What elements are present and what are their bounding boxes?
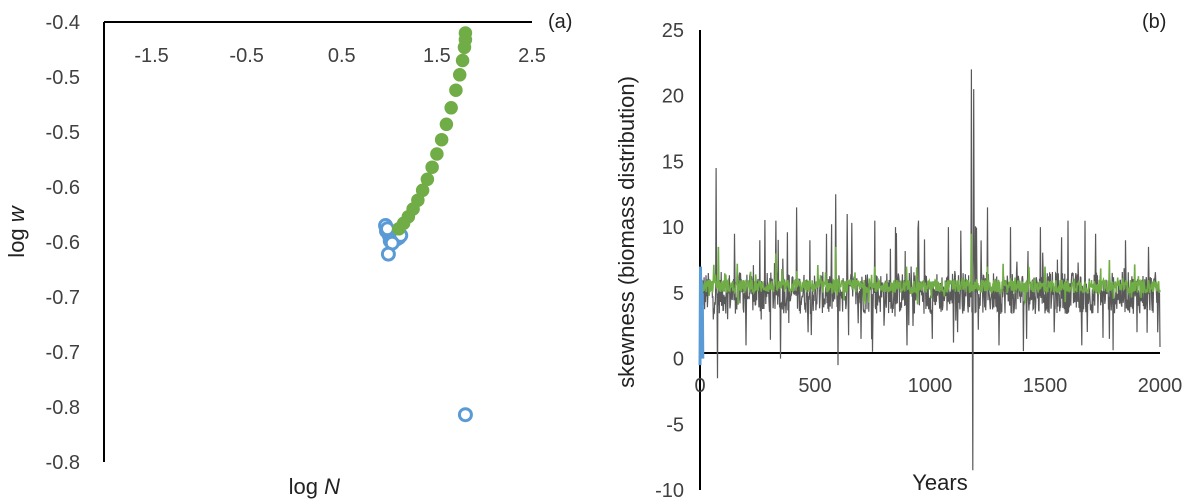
panel-b-y-tick-label: 25 <box>662 20 684 42</box>
panel-a-x-tick-label: 0.5 <box>328 45 356 67</box>
panel-b-x-tick-label: 1000 <box>908 375 953 397</box>
panel-a-x-tick-label: 2.5 <box>518 45 546 67</box>
panel-b-y-tick-label: -5 <box>666 414 684 436</box>
panel-a-y-tick-label: -0.7 <box>46 342 80 364</box>
panel-a-x-axis-title: log N <box>289 474 340 499</box>
panel-a-x-tick-label: -0.5 <box>229 45 263 67</box>
panel-b-y-tick-label: 20 <box>662 86 684 108</box>
scatter-point-green <box>434 132 449 147</box>
panel-a-x-tick-label: -1.5 <box>134 45 168 67</box>
panel-a-y-tick-label: -0.5 <box>46 122 80 144</box>
panel-b-label: (b) <box>1142 11 1166 33</box>
panel-a-x-tick-label: 1.5 <box>423 45 451 67</box>
series-line-dark <box>699 69 1161 471</box>
panel-a-y-tick-label: -0.8 <box>46 452 80 474</box>
panel-b-x-tick-label: 1500 <box>1023 375 1068 397</box>
scatter-point-green <box>430 147 444 161</box>
scatter-point-green <box>455 53 470 68</box>
panel-a-y-axis-title: log w <box>4 204 29 257</box>
panel-a-y-tick-label: -0.6 <box>46 177 80 199</box>
scatter-point-blue <box>379 221 395 237</box>
scatter-point-green <box>415 183 430 198</box>
panel-b-y-tick-label: 10 <box>662 217 684 239</box>
panel-a-y-tick-label: -0.7 <box>46 287 80 309</box>
scatter-point-green <box>449 83 463 97</box>
panel-a-y-tick-label: -0.5 <box>46 67 80 89</box>
panel-b-x-tick-label: 500 <box>798 375 831 397</box>
scatter-point-green <box>420 172 435 187</box>
scatter-point-green <box>444 101 458 115</box>
panel-b-y-tick-label: 0 <box>673 349 684 371</box>
panel-a-y-tick-label: -0.4 <box>46 12 80 34</box>
panel-b-y-axis-title: skewness (biomass distribution) <box>614 76 639 388</box>
scatter-point-green <box>458 26 473 40</box>
panel-b-line: 0 500 1000 1500 2000 25 20 15 10 5 0 -5 -10 (b) Yea… <box>614 11 1182 502</box>
panel-b-y-tick-label: -10 <box>655 480 684 502</box>
panel-b-x-tick-label: 0 <box>694 375 705 397</box>
panel-a-y-tick-label: -0.8 <box>46 397 80 419</box>
panel-a-label: (a) <box>548 11 572 33</box>
scatter-point-blue <box>457 407 473 423</box>
scatter-point-green <box>452 68 467 82</box>
series-line-blue <box>698 266 705 366</box>
panel-b-x-axis-title: Years <box>912 470 967 495</box>
panel-b-x-tick-label: 2000 <box>1138 375 1183 397</box>
scatter-point-green <box>425 160 439 174</box>
panel-b-y-tick-label: 15 <box>662 151 684 173</box>
scatter-point-blue <box>380 246 396 262</box>
series-line-green <box>699 233 1161 305</box>
panel-a-scatter: -1.5 -0.5 0.5 1.5 2.5 -0.4 -0.5 -0.5 -0.6 -0.6 -0… <box>4 11 572 499</box>
panel-a-y-tick-label: -0.6 <box>46 232 80 254</box>
panel-b-y-tick-label: 5 <box>673 283 684 305</box>
scatter-point-green <box>439 117 454 132</box>
